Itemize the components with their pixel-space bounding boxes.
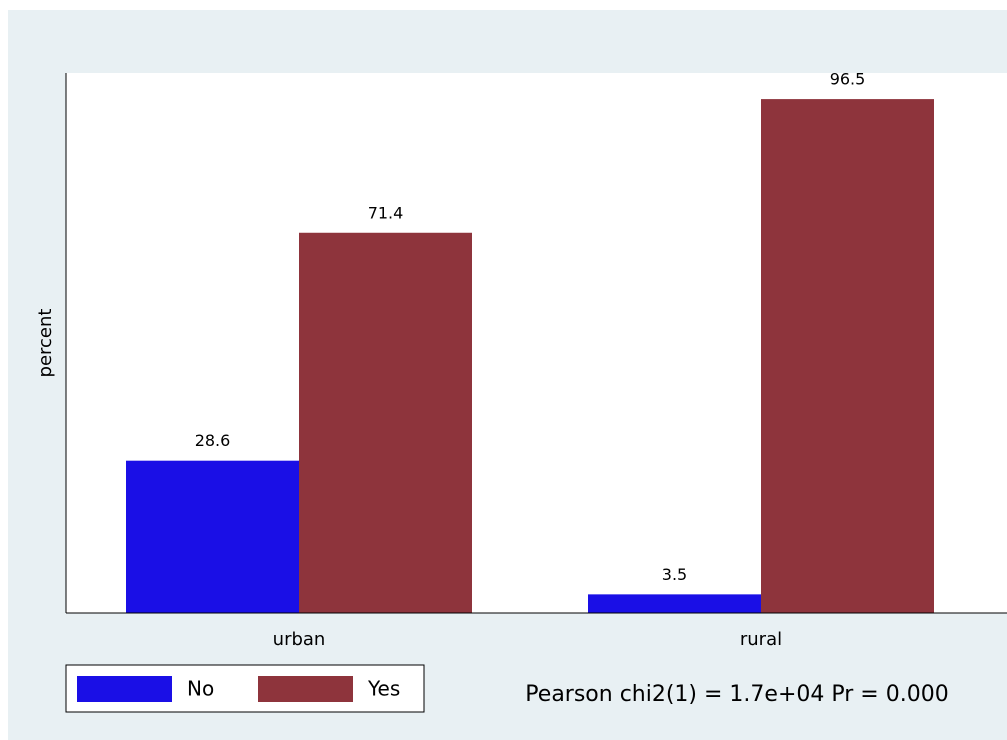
bar: [588, 594, 761, 613]
value-label: 28.6: [195, 431, 231, 450]
legend-swatch: [258, 676, 353, 702]
bar: [761, 99, 934, 614]
value-label: 96.5: [830, 70, 866, 89]
value-label: 3.5: [662, 565, 687, 584]
y-axis-label: percent: [35, 309, 56, 378]
x-tick-label: rural: [740, 629, 782, 650]
legend-label: No: [187, 677, 214, 701]
annotation: Pearson chi2(1) = 1.7e+04 Pr = 0.000: [525, 682, 948, 707]
bar: [299, 232, 472, 614]
legend-swatch: [77, 676, 172, 702]
bar: [126, 460, 299, 613]
x-tick-label: urban: [273, 629, 326, 650]
legend-label: Yes: [367, 677, 400, 701]
value-label: 71.4: [368, 203, 404, 222]
